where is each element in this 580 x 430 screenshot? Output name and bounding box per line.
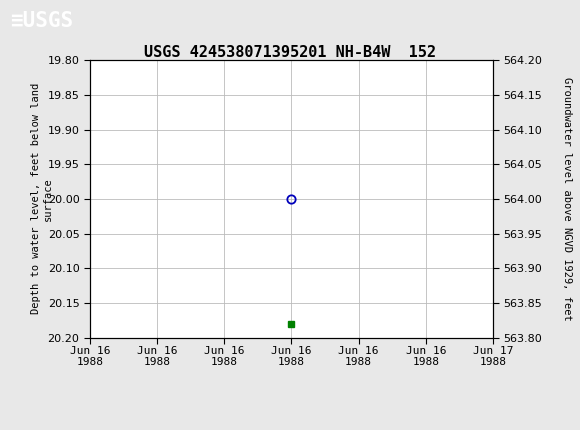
Text: USGS 424538071395201 NH-B4W  152: USGS 424538071395201 NH-B4W 152 [144, 45, 436, 60]
Text: ≡USGS: ≡USGS [10, 11, 73, 31]
Y-axis label: Depth to water level, feet below land
surface: Depth to water level, feet below land su… [31, 83, 53, 314]
Y-axis label: Groundwater level above NGVD 1929, feet: Groundwater level above NGVD 1929, feet [562, 77, 572, 321]
